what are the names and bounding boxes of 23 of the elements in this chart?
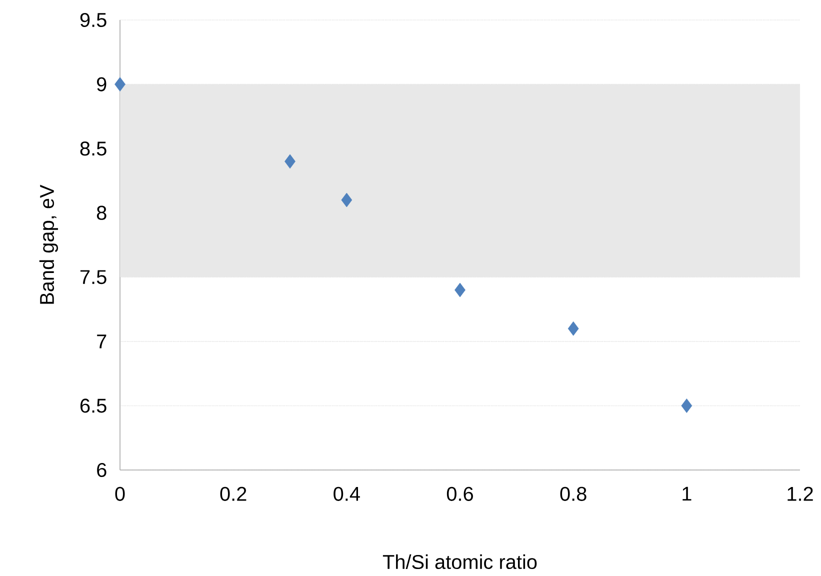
y-tick-label: 6	[97, 462, 106, 478]
point	[568, 321, 579, 336]
y-tick-label: 8	[96, 206, 106, 220]
x-tick-label: 1	[682, 486, 692, 501]
x-tick-label: 0	[115, 486, 125, 501]
y-tick-label: 6.5	[80, 398, 106, 413]
x-tick-label: 1.2	[788, 486, 813, 501]
point	[341, 192, 352, 208]
y-tick-label: 8.5	[80, 142, 106, 156]
x-tick-label: 0.2	[220, 486, 246, 501]
y-tick-label: 9.5	[80, 12, 106, 28]
y-tick-label: 7	[97, 334, 106, 348]
y-tick-label: 7.5	[80, 270, 106, 284]
x-tick-label: 0.4	[334, 486, 360, 501]
point	[284, 154, 296, 169]
y-tick-label: 9	[97, 77, 106, 92]
point	[454, 282, 466, 298]
y-axis-title: Band gap, eV	[39, 184, 58, 304]
x-axis-title: Th/Si atomic ratio	[382, 554, 537, 570]
x-tick-label: 0.6	[446, 486, 473, 501]
point	[681, 398, 692, 413]
point	[114, 77, 126, 92]
x-tick-label: 0.8	[560, 486, 586, 501]
